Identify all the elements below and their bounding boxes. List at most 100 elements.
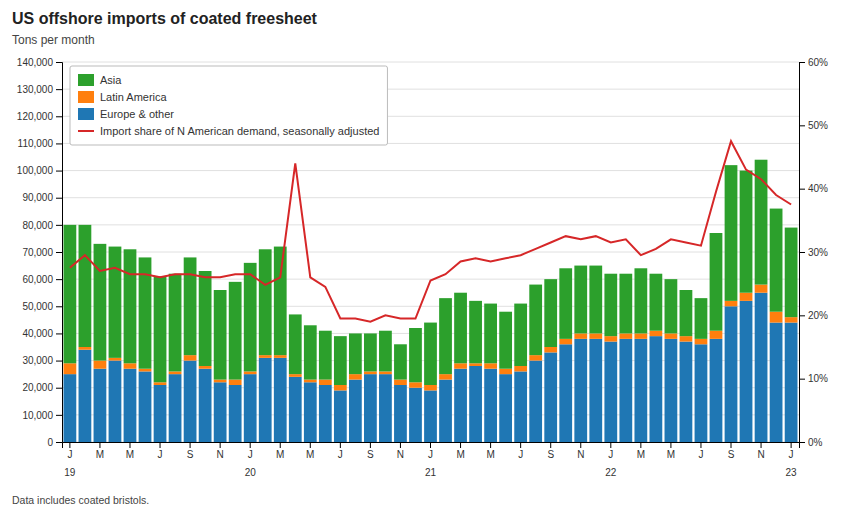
tick-mark	[99, 442, 100, 448]
bar	[454, 363, 467, 368]
bar	[499, 374, 512, 442]
grid-line	[62, 197, 799, 198]
bar	[514, 304, 527, 366]
tick-label: J	[789, 449, 794, 460]
tick-label: 10,000	[22, 410, 53, 421]
bar	[634, 268, 647, 333]
bar	[604, 336, 617, 341]
bar	[94, 361, 107, 369]
y2-tick: 0%	[799, 437, 823, 448]
bar	[364, 374, 377, 442]
legend-swatch	[78, 108, 94, 120]
tick-label: 60%	[808, 57, 828, 68]
tick-label: N	[757, 449, 764, 460]
bar	[454, 293, 467, 364]
bar	[379, 331, 392, 372]
y2-tick: 50%	[799, 120, 828, 131]
tick-label: 0%	[808, 437, 823, 448]
x-tick: M	[126, 442, 134, 460]
bar	[244, 371, 257, 374]
bar	[559, 344, 572, 442]
bar	[439, 380, 452, 442]
tick-mark	[56, 361, 62, 362]
x-tick: M	[486, 442, 494, 460]
bar	[109, 358, 122, 361]
tick-label: N	[397, 449, 404, 460]
y2-tick: 30%	[799, 247, 828, 258]
tick-mark	[799, 379, 805, 380]
bar	[439, 374, 452, 379]
bar	[154, 276, 167, 382]
bar	[184, 257, 197, 355]
bar	[214, 290, 227, 380]
bar	[725, 165, 738, 301]
bar	[469, 301, 482, 363]
tick-mark	[56, 116, 62, 117]
x-tick: M	[637, 442, 645, 460]
tick-mark	[56, 442, 62, 443]
bar	[244, 374, 257, 442]
bar	[289, 377, 302, 442]
legend: AsiaLatin AmericaEurope & otherImport sh…	[70, 66, 387, 145]
legend-label: Latin America	[100, 91, 168, 103]
legend-swatch	[78, 91, 94, 103]
tick-label: J	[248, 449, 253, 460]
tick-label: 130,000	[17, 84, 54, 95]
y-tick: 120,000	[17, 111, 62, 122]
bar	[740, 293, 753, 301]
y-tick: 60,000	[22, 274, 62, 285]
bar	[274, 355, 287, 358]
legend-label: Import share of N American demand, seaso…	[100, 125, 379, 137]
bar	[544, 279, 557, 347]
tick-mark	[56, 143, 62, 144]
bar	[484, 304, 497, 364]
tick-mark	[250, 442, 251, 448]
bar	[665, 333, 678, 338]
bar	[289, 314, 302, 374]
bar	[770, 323, 783, 442]
tick-mark	[129, 442, 130, 448]
bar	[64, 363, 77, 374]
tick-mark	[280, 442, 281, 448]
y-tick: 10,000	[22, 410, 62, 421]
grid-line	[62, 170, 799, 171]
tick-label: 30%	[808, 247, 828, 258]
bar	[79, 347, 92, 350]
y2-tick: 60%	[799, 57, 828, 68]
tick-label: 30,000	[22, 355, 53, 366]
bar	[649, 336, 662, 442]
bar	[109, 247, 122, 358]
tick-mark	[610, 442, 611, 448]
x-tick: J	[518, 442, 523, 460]
bar	[785, 323, 798, 442]
tick-label: J	[428, 449, 433, 460]
bar	[469, 366, 482, 442]
y-tick: 100,000	[17, 165, 62, 176]
tick-mark	[791, 442, 792, 448]
annotation: 19	[64, 467, 76, 478]
tick-mark	[700, 442, 701, 448]
tick-label: M	[456, 449, 464, 460]
tick-mark	[580, 442, 581, 448]
tick-mark	[761, 442, 762, 448]
axis-line	[56, 63, 63, 443]
bar	[259, 355, 272, 358]
bar	[619, 333, 632, 338]
bar	[710, 339, 723, 442]
x-tick: J	[428, 442, 433, 460]
axis-line	[800, 63, 806, 443]
bar	[289, 374, 302, 377]
bar	[409, 382, 422, 387]
bar	[529, 361, 542, 442]
tick-label: 120,000	[17, 111, 54, 122]
bar	[424, 323, 437, 385]
bar	[680, 290, 693, 336]
bar	[439, 298, 452, 374]
annotation: 22	[605, 467, 617, 478]
bar	[319, 331, 332, 380]
tick-label: J	[67, 449, 72, 460]
tick-mark	[56, 279, 62, 280]
x-tick: S	[728, 442, 735, 460]
bar	[484, 363, 497, 368]
bar	[349, 333, 362, 374]
